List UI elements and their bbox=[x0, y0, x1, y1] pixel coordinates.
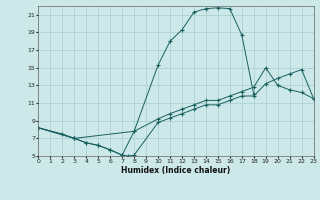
X-axis label: Humidex (Indice chaleur): Humidex (Indice chaleur) bbox=[121, 166, 231, 175]
